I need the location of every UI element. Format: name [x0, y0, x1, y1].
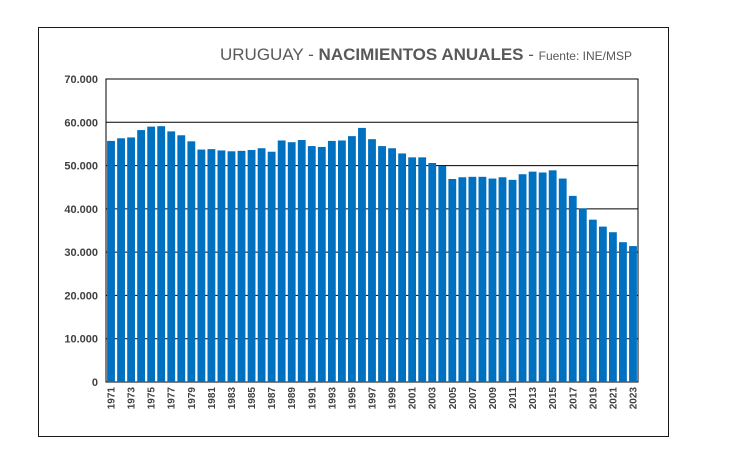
bar	[538, 172, 547, 382]
bar	[127, 137, 136, 382]
chart-title: URUGUAY - NACIMIENTOS ANUALES - Fuente: …	[220, 45, 632, 65]
bar	[398, 153, 407, 382]
bar	[588, 219, 597, 382]
x-tick-label: 1975	[147, 387, 158, 410]
bar	[297, 140, 306, 382]
bar	[167, 131, 176, 382]
x-tick-label: 2003	[428, 387, 439, 410]
bar	[207, 149, 216, 382]
bar	[438, 166, 447, 382]
y-tick-label: 0	[92, 377, 98, 389]
x-tick-label: 1981	[207, 387, 218, 410]
x-tick-label: 2021	[608, 387, 619, 410]
x-tick-label: 1971	[107, 387, 118, 410]
chart-title-bold: NACIMIENTOS ANUALES	[318, 45, 524, 64]
bar	[177, 135, 186, 382]
x-tick-label: 1977	[167, 387, 178, 410]
x-tick-label: 2001	[408, 387, 419, 410]
bar	[619, 242, 627, 382]
bar	[578, 208, 587, 382]
y-tick-label: 20.000	[64, 290, 98, 302]
y-tick-label: 60.000	[64, 117, 98, 129]
bar	[287, 142, 296, 382]
x-tick-label: 2019	[588, 387, 599, 410]
x-tick-label: 2007	[468, 387, 479, 410]
bar	[498, 177, 507, 382]
y-tick-label: 70.000	[64, 74, 98, 86]
bar	[488, 178, 497, 382]
x-tick-label: 1983	[227, 387, 238, 410]
x-tick-label: 2023	[628, 387, 639, 410]
bar	[378, 146, 386, 382]
y-tick-label: 50.000	[64, 161, 98, 173]
bar	[197, 149, 206, 382]
bar	[458, 177, 467, 382]
x-tick-label: 1997	[368, 387, 379, 410]
bar	[107, 140, 115, 382]
bar	[629, 246, 637, 382]
y-tick-label: 30.000	[64, 247, 98, 259]
x-tick-label: 1991	[307, 387, 318, 410]
bar	[227, 151, 236, 382]
bar	[348, 136, 356, 382]
bar	[237, 150, 246, 382]
bar	[468, 176, 477, 382]
bar	[307, 146, 316, 382]
y-tick-label: 10.000	[64, 334, 98, 346]
bar	[217, 150, 226, 382]
bar	[418, 157, 427, 382]
bar	[568, 195, 577, 382]
bar	[478, 176, 487, 382]
chart-frame: URUGUAY - NACIMIENTOS ANUALES - Fuente: …	[38, 27, 669, 437]
x-tick-label: 1993	[327, 387, 338, 410]
bar	[548, 170, 557, 382]
x-tick-label: 1987	[267, 387, 278, 410]
bar	[157, 126, 166, 382]
bar	[528, 171, 537, 382]
chart-title-separator: -	[523, 45, 539, 64]
bar	[508, 179, 517, 382]
bar	[147, 126, 156, 382]
bar	[257, 148, 266, 382]
bar	[137, 130, 146, 382]
chart-title-prefix: URUGUAY -	[220, 45, 319, 64]
bar	[358, 127, 366, 382]
x-tick-label: 1989	[287, 387, 298, 410]
x-tick-label: 2015	[548, 387, 559, 410]
bar	[518, 174, 527, 382]
x-tick-label: 1973	[127, 387, 138, 410]
x-tick-label: 2009	[488, 387, 499, 410]
bar	[187, 141, 196, 382]
bar	[317, 146, 326, 382]
bar	[277, 140, 286, 382]
bar	[428, 162, 437, 382]
bar	[388, 148, 396, 382]
x-tick-label: 2013	[528, 387, 539, 410]
x-tick-label: 1995	[347, 387, 358, 410]
bar-chart: 0 10.000 20.000 30.000 40.000 50.000 60.000 70.…	[64, 74, 639, 410]
bar	[267, 151, 276, 382]
x-tick-label: 1979	[187, 387, 198, 410]
bar	[117, 138, 125, 382]
chart-source: Fuente: INE/MSP	[538, 49, 632, 63]
x-tick-label: 2005	[448, 387, 459, 410]
bar	[337, 140, 346, 382]
bar	[408, 157, 417, 382]
x-tick-label: 1985	[247, 387, 258, 410]
x-tick-label: 1999	[388, 387, 399, 410]
bar	[448, 178, 457, 382]
bar	[368, 139, 376, 382]
bar	[598, 226, 607, 382]
bar	[327, 140, 336, 382]
y-tick-label: 40.000	[64, 204, 98, 216]
bar	[558, 178, 567, 382]
x-tick-label: 2017	[568, 387, 579, 410]
bar	[608, 232, 617, 382]
bar	[247, 149, 256, 382]
x-tick-label: 2011	[508, 387, 519, 409]
